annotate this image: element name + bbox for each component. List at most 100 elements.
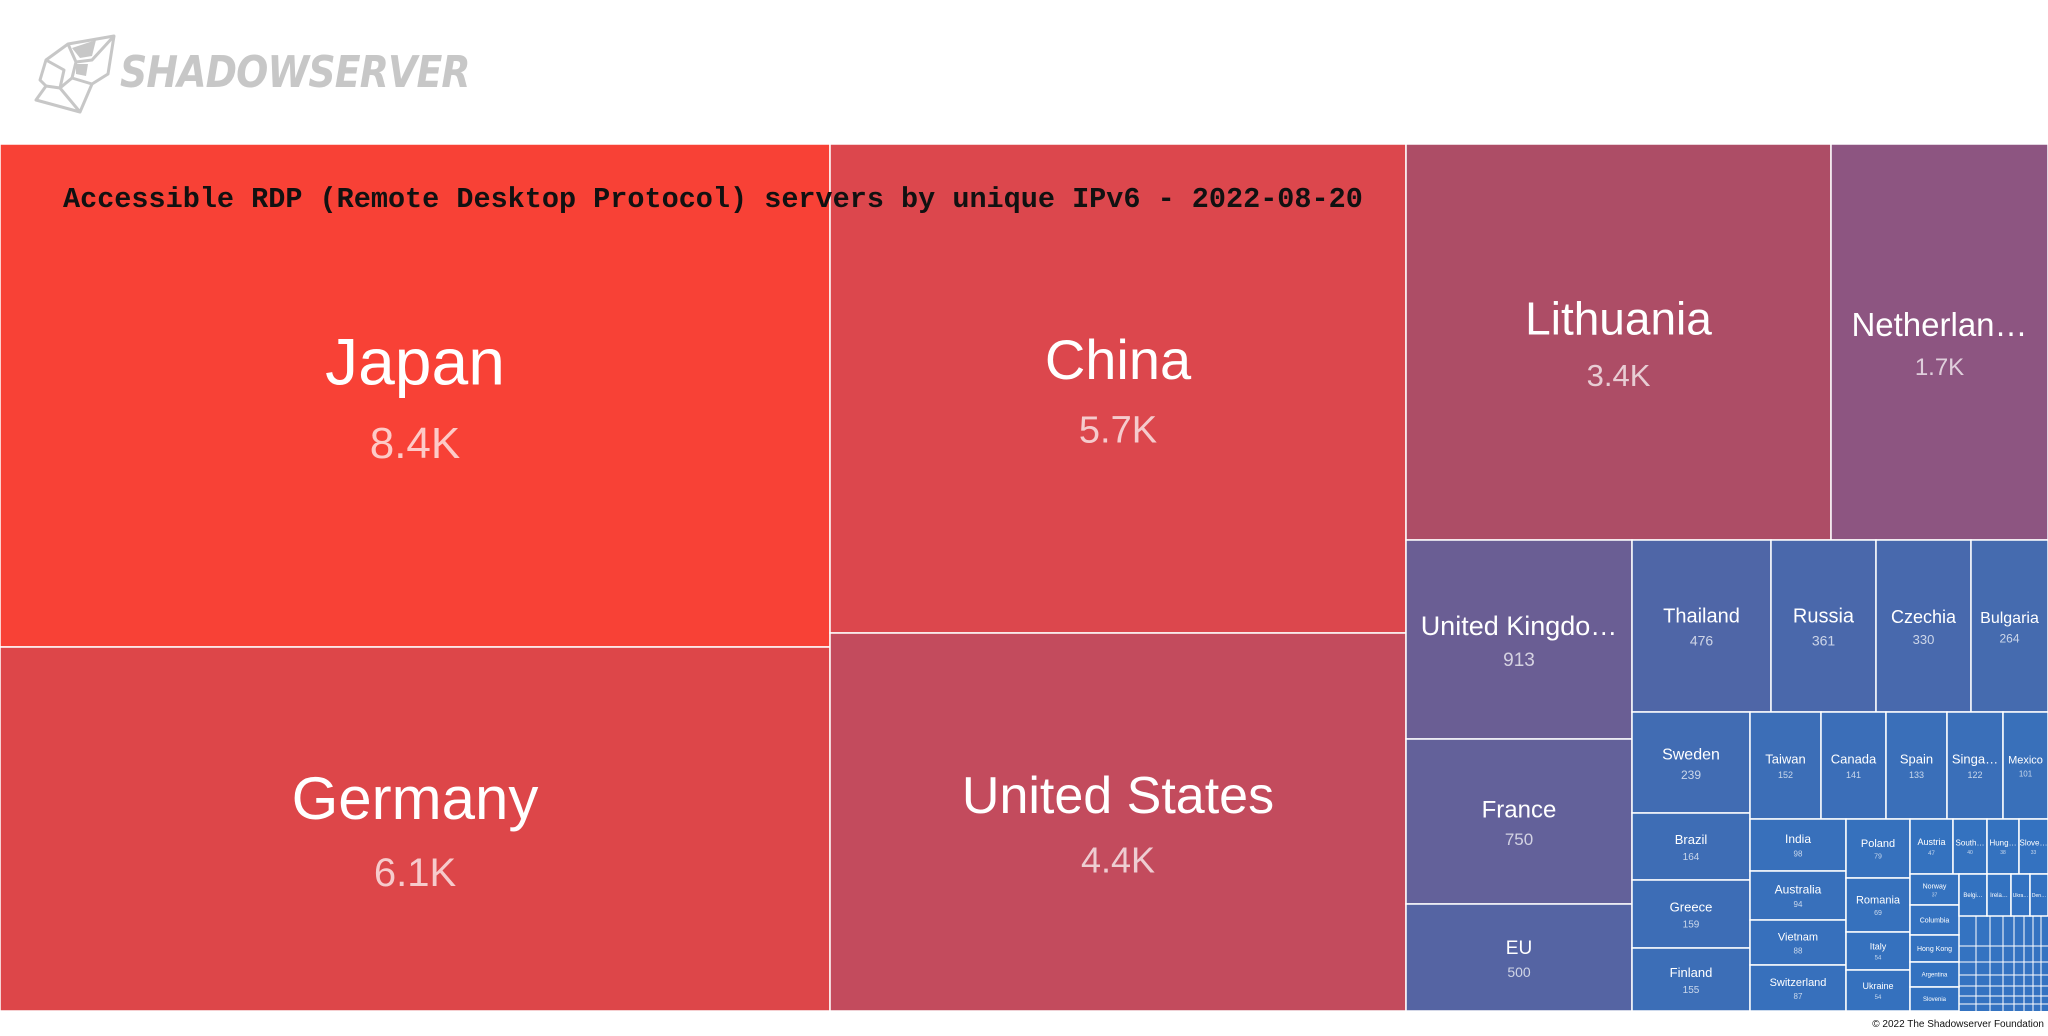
tile-value-label: 155 xyxy=(1683,985,1700,996)
tile-name-label: China xyxy=(1045,328,1192,391)
tile-name-label: Ukra… xyxy=(2013,893,2029,899)
tile-name-label: Austria xyxy=(1917,837,1945,847)
tile-rect xyxy=(1909,873,1960,906)
tile-name-label: Sweden xyxy=(1662,747,1720,764)
tile-south[interactable]: South… 40 xyxy=(1952,818,1988,875)
tile-argentina[interactable]: Argentina xyxy=(1909,961,1960,988)
tile-value-label: 33 xyxy=(2031,850,2037,856)
tile-eu[interactable]: EU 500 xyxy=(1405,903,1633,1012)
tile-bulgaria[interactable]: Bulgaria 264 xyxy=(1970,539,2048,713)
tile-name-label: Czechia xyxy=(1891,607,1957,627)
tile-austria[interactable]: Austria 47 xyxy=(1909,818,1954,875)
tile-spain[interactable]: Spain 133 xyxy=(1885,711,1948,820)
tile-value-label: 913 xyxy=(1503,650,1535,671)
tile-columbia[interactable]: Columbia xyxy=(1909,904,1960,936)
shadowserver-logo[interactable]: SHADOWSERVER xyxy=(32,30,527,114)
tile-value-label: 8.4K xyxy=(370,419,461,468)
tile-norway[interactable]: Norway 37 xyxy=(1909,873,1960,906)
tile-name-label: Hong Kong xyxy=(1917,946,1952,953)
tile-sweden[interactable]: Sweden 239 xyxy=(1631,711,1751,814)
tile-name-label: Russia xyxy=(1793,606,1855,628)
tile-rect xyxy=(2029,873,2048,917)
tile-name-label: Japan xyxy=(325,325,505,399)
tile-rect xyxy=(1986,873,2012,917)
tile-value-label: 264 xyxy=(1999,631,2019,645)
tile-value-label: 88 xyxy=(1794,947,1803,956)
tile-name-label: Thailand xyxy=(1663,606,1740,628)
tile-russia[interactable]: Russia 361 xyxy=(1770,539,1877,713)
tile-name-label: Lithuania xyxy=(1525,292,1712,344)
tile-name-label: Norway xyxy=(1923,883,1947,890)
shadowserver-wolf-icon xyxy=(34,34,116,114)
tile-irela[interactable]: Irela… xyxy=(1986,873,2012,917)
tile-brazil[interactable]: Brazil 164 xyxy=(1631,812,1751,881)
tile-china[interactable]: China 5.7K xyxy=(829,144,1407,634)
tile-value-label: 38 xyxy=(2000,850,2006,856)
tile-singa[interactable]: Singa… 122 xyxy=(1946,711,2004,820)
tile-value-label: 239 xyxy=(1681,768,1701,782)
tile-name-label: Canada xyxy=(1831,751,1877,766)
tile-greece[interactable]: Greece 159 xyxy=(1631,879,1751,949)
tile-name-label: Den… xyxy=(2032,893,2046,899)
tile-value-label: 122 xyxy=(1967,770,1982,780)
tile-czechia[interactable]: Czechia 330 xyxy=(1875,539,1972,713)
tile-japan[interactable]: Japan 8.4K xyxy=(0,144,831,648)
tile-united-kingdo[interactable]: United Kingdo… 913 xyxy=(1405,539,1633,740)
tile-value-label: 159 xyxy=(1683,920,1700,931)
tile-rect xyxy=(1405,539,1633,740)
tile-hong-kong[interactable]: Hong Kong xyxy=(1909,934,1960,963)
tile-ukraine[interactable]: Ukraine 54 xyxy=(1845,969,1911,1012)
tile-lithuania[interactable]: Lithuania 3.4K xyxy=(1405,144,1832,541)
tile-name-label: Poland xyxy=(1861,838,1895,850)
tile-australia[interactable]: Australia 94 xyxy=(1749,870,1847,921)
tile-romania[interactable]: Romania 69 xyxy=(1845,877,1911,933)
tile-belgi[interactable]: Belgi… xyxy=(1958,873,1988,917)
tile-rect xyxy=(1820,711,1887,820)
tile-vietnam[interactable]: Vietnam 88 xyxy=(1749,919,1847,966)
tile-rect xyxy=(1749,964,1847,1012)
tile-switzerland[interactable]: Switzerland 87 xyxy=(1749,964,1847,1012)
tile-value-label: 94 xyxy=(1794,900,1803,909)
tile-name-label: Irela… xyxy=(1990,893,2008,899)
tile-poland[interactable]: Poland 79 xyxy=(1845,818,1911,879)
tile-finland[interactable]: Finland 155 xyxy=(1631,947,1751,1012)
tile-den[interactable]: Den… xyxy=(2029,873,2048,917)
tile-value-label: 330 xyxy=(1913,632,1935,647)
tile-value-label: 133 xyxy=(1909,770,1924,780)
tile-taiwan[interactable]: Taiwan 152 xyxy=(1749,711,1822,820)
tile-italy[interactable]: Italy 54 xyxy=(1845,931,1911,971)
tile-netherlan[interactable]: Netherlan… 1.7K xyxy=(1830,144,2048,541)
tile-rect xyxy=(0,646,831,1012)
tile-rect xyxy=(1631,539,1772,713)
tile-name-label: Taiwan xyxy=(1765,751,1805,766)
tile-value-label: 54 xyxy=(1875,956,1882,962)
tile-rect xyxy=(1845,877,1911,933)
treemap-chart: Japan 8.4K Germany 6.1K China 5.7K United Stat… xyxy=(0,144,2048,1012)
tile-rect xyxy=(1946,711,2004,820)
tile-mexico[interactable]: Mexico 101 xyxy=(2002,711,2048,820)
tile-thailand[interactable]: Thailand 476 xyxy=(1631,539,1772,713)
tile-slovenia[interactable]: Slovenia xyxy=(1909,986,1960,1012)
tile-rect xyxy=(1631,812,1751,881)
tile-canada[interactable]: Canada 141 xyxy=(1820,711,1887,820)
tile-hung[interactable]: Hung… 38 xyxy=(1986,818,2020,875)
tile-name-label: Switzerland xyxy=(1770,977,1827,989)
tile-slove[interactable]: Slove… 33 xyxy=(2018,818,2048,875)
tile-germany[interactable]: Germany 6.1K xyxy=(0,646,831,1012)
tile-rect xyxy=(2002,711,2048,820)
tile-value-label: 54 xyxy=(1875,995,1882,1001)
tile-name-label: Argentina xyxy=(1922,973,1948,979)
tile-name-label: Australia xyxy=(1775,883,1822,897)
tile-name-label: Columbia xyxy=(1920,917,1950,924)
tile-name-label: EU xyxy=(1506,938,1532,959)
tile-france[interactable]: France 750 xyxy=(1405,738,1633,905)
tile-value-label: 141 xyxy=(1846,770,1861,780)
tile-value-label: 1.7K xyxy=(1915,354,1964,381)
tile-india[interactable]: India 98 xyxy=(1749,818,1847,872)
tile-rect xyxy=(1631,711,1751,814)
tile-rect xyxy=(1830,144,2048,541)
tile-united-states[interactable]: United States 4.4K xyxy=(829,632,1407,1012)
tile-value-label: 87 xyxy=(1794,992,1803,1001)
tile-value-label: 152 xyxy=(1778,770,1793,780)
tile-ukra[interactable]: Ukra… xyxy=(2010,873,2031,917)
